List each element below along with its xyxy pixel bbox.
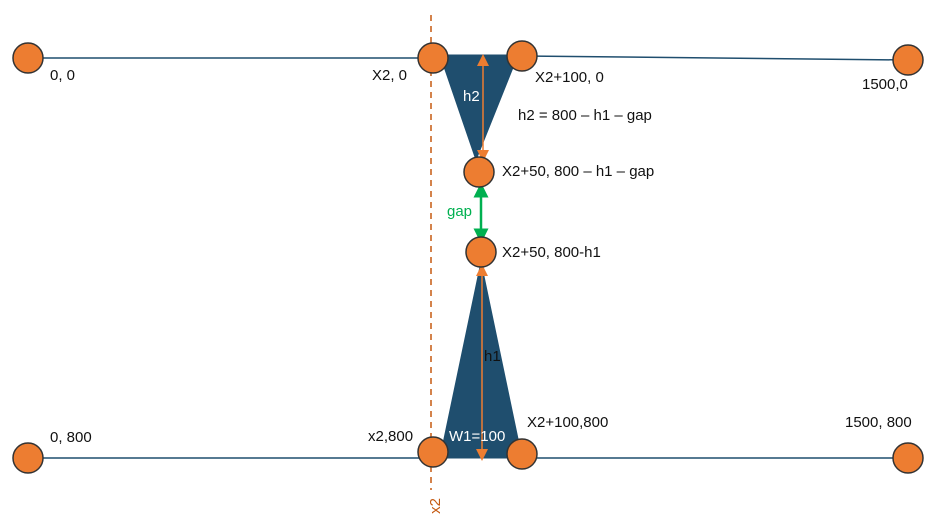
node [506, 438, 538, 470]
node [465, 236, 497, 268]
node-label: 0, 0 [50, 67, 75, 84]
h2-formula: h2 = 800 – h1 – gap [518, 107, 652, 124]
node [417, 436, 449, 468]
node [417, 42, 449, 74]
node-label: X2+50, 800-h1 [502, 244, 601, 261]
node [463, 156, 495, 188]
node-label: X2+100, 0 [535, 69, 604, 86]
w1-label: W1=100 [449, 428, 505, 445]
node [12, 42, 44, 74]
node-label: 1500,0 [862, 76, 908, 93]
gap-label: gap [447, 203, 472, 220]
h2-label: h2 [463, 88, 480, 105]
node [12, 442, 44, 474]
node [506, 40, 538, 72]
h1-label: h1 [484, 348, 501, 365]
node-label: x2,800 [368, 428, 413, 445]
top-triangle [439, 54, 519, 162]
node-label: X2, 0 [372, 67, 407, 84]
node [892, 442, 924, 474]
node-label: X2+100,800 [527, 414, 608, 431]
node-label: 0, 800 [50, 429, 92, 446]
x2-line-label: x2 [427, 498, 444, 514]
node-label: X2+50, 800 – h1 – gap [502, 163, 654, 180]
node [892, 44, 924, 76]
edge [521, 55, 909, 61]
node-label: 1500, 800 [845, 414, 912, 431]
